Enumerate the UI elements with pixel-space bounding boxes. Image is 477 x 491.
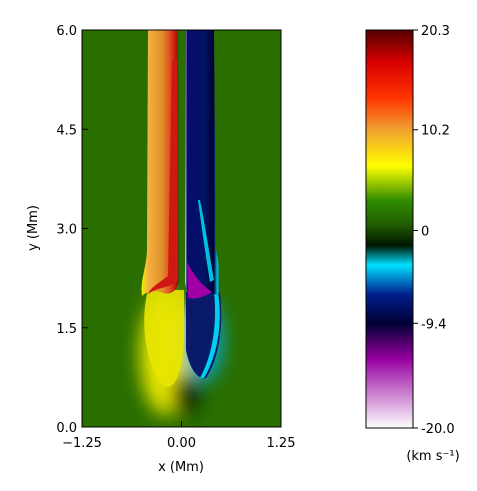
upflow-lower-shell bbox=[144, 290, 184, 387]
colorbar-tick-label: -20.0 bbox=[421, 422, 455, 437]
x-tick-label: 1.25 bbox=[267, 436, 296, 451]
velocity-field bbox=[140, 30, 223, 415]
y-tick-label: 1.5 bbox=[56, 322, 77, 337]
x-axis-title: x (Mm) bbox=[158, 460, 204, 475]
colorbar-bar bbox=[365, 29, 414, 429]
colorbar-ticks: 20.3 10.2 0 -9.4 -20.0 bbox=[413, 24, 455, 437]
plot-area bbox=[81, 29, 282, 428]
y-axis-title: y (Mm) bbox=[26, 205, 41, 251]
downflow-column bbox=[185, 30, 221, 296]
x-axis: −1.25 0.00 1.25 bbox=[62, 421, 295, 451]
colorbar: 20.3 10.2 0 -9.4 -20.0 (km s⁻¹) bbox=[365, 24, 460, 464]
downflow-lower-rim bbox=[200, 292, 220, 378]
colorbar-tick-label: 0 bbox=[421, 224, 429, 239]
colorbar-unit: (km s⁻¹) bbox=[406, 449, 459, 464]
y-tick-label: 3.0 bbox=[56, 223, 77, 238]
colorbar-tick-label: 20.3 bbox=[421, 24, 450, 39]
x-tick-label: −1.25 bbox=[62, 436, 102, 451]
downflow-purple-core bbox=[187, 262, 212, 299]
upflow-red-core bbox=[148, 60, 178, 294]
y-tick-label: 6.0 bbox=[56, 24, 77, 39]
y-tick-label: 0.0 bbox=[56, 421, 77, 436]
downflow-cyan-streaks bbox=[198, 200, 214, 282]
y-tick-label: 4.5 bbox=[56, 123, 77, 138]
colorbar-tick-label: 10.2 bbox=[421, 124, 450, 139]
lower-dark-core bbox=[172, 375, 200, 415]
x-tick-label: 0.00 bbox=[167, 436, 196, 451]
y-axis: 0.0 1.5 3.0 4.5 6.0 bbox=[56, 24, 88, 436]
colorbar-tick-label: -9.4 bbox=[421, 317, 446, 332]
